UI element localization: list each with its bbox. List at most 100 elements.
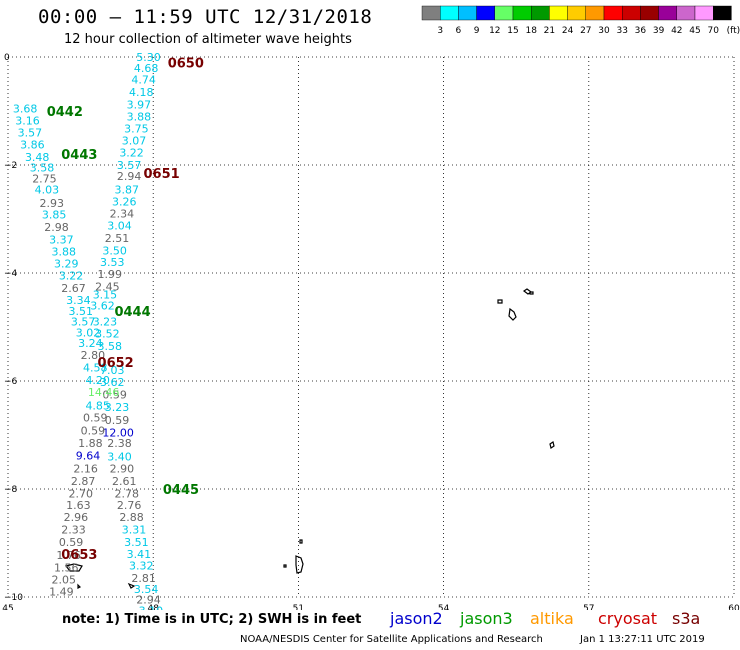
credit-line: NOAA/NESDIS Center for Satellite Applica… (240, 634, 543, 645)
wave-height-label: 0.59 (81, 425, 106, 438)
legend-tick: 70 (707, 26, 719, 36)
legend-tick: 45 (689, 26, 700, 36)
wave-height-map: 45 48 51 54 57 60 0 −2 −4 −6 −8 −10 5.304.684.744.18… (2, 51, 740, 610)
wave-height-label: 3.75 (124, 122, 149, 135)
wave-height-label: 3.51 (124, 536, 149, 549)
wave-height-label: 2.78 (114, 487, 139, 500)
wave-height-label: 3.07 (122, 135, 146, 148)
orbit-pass-label: 0650 (168, 56, 204, 71)
wave-height-label: 0.59 (59, 536, 84, 549)
wave-height-label: 2.16 (73, 462, 98, 475)
satellite-name-jason2: jason2 (390, 609, 443, 628)
wave-height-label: 2.67 (61, 282, 86, 295)
wave-height-label: 3.15 (93, 289, 118, 302)
island-outline (522, 288, 534, 295)
wave-height-label: 3.34 (66, 294, 91, 307)
wave-height-label: 2.38 (107, 437, 132, 450)
wave-height-label: 3.88 (127, 110, 152, 123)
wave-height-label: 3.57 (71, 316, 96, 329)
legend-tick: 9 (474, 26, 480, 36)
wave-height-label: 0.59 (83, 412, 108, 425)
legend-tick: 6 (456, 26, 462, 36)
orbit-pass-label: 0653 (61, 548, 97, 563)
orbit-pass-label: 0442 (47, 105, 83, 120)
wave-height-label: 3.26 (112, 196, 137, 209)
wave-height-label: 3.52 (95, 327, 120, 340)
footer-note: note: 1) Time is in UTC; 2) SWH is in fe… (62, 612, 362, 627)
wave-height-label: 3.40 (107, 451, 132, 464)
satellite-name-cryosat: cryosat (598, 609, 658, 628)
wave-height-label: 3.51 (69, 305, 94, 318)
wave-height-label: 3.50 (102, 244, 127, 257)
island-outline (127, 582, 136, 589)
wave-height-label: 2.75 (32, 173, 57, 186)
y-tick-label: −2 (4, 161, 17, 171)
wave-height-label: 3.97 (127, 99, 152, 112)
wave-height-label: 0.59 (102, 389, 127, 402)
legend-tick: 27 (580, 26, 591, 36)
y-tick-label: −4 (4, 269, 18, 279)
legend-tick: 39 (653, 26, 665, 36)
satellite-name-s3a: s3a (672, 609, 701, 628)
wave-height-label: 3.62 (90, 299, 115, 312)
wave-height-label: 1.76 (56, 549, 81, 562)
wave-height-label: 2.76 (117, 499, 141, 512)
color-legend: 3 6 9 12 15 18 21 24 27 30 33 36 39 42 45 70 (ft) (421, 5, 740, 36)
orbit-pass-label: 0651 (144, 167, 180, 182)
wave-height-label: 4.18 (129, 86, 154, 99)
island-outline (77, 583, 82, 589)
satellite-name-altika: altika (530, 609, 574, 628)
wave-height-label: 3.53 (100, 256, 125, 269)
wave-height-label: 3.22 (59, 270, 84, 283)
legend-tick: 3 (437, 26, 443, 36)
wave-height-label: 2.33 (61, 524, 86, 537)
wave-height-label: 2.94 (117, 170, 141, 183)
legend-swatch (713, 5, 732, 21)
wave-height-label: 2.80 (81, 349, 106, 362)
wave-height-label: 3.88 (52, 245, 76, 258)
legend-tick: 18 (525, 26, 537, 36)
wave-height-label: 2.88 (119, 511, 144, 524)
wave-height-label: 3.87 (114, 183, 139, 196)
wave-height-label: 2.94 (136, 594, 161, 607)
wave-height-label: 3.57 (117, 159, 141, 172)
wave-height-label: 4.03 (35, 183, 60, 196)
wave-height-label: 0.59 (105, 414, 130, 427)
x-tick-label: 60 (728, 604, 740, 610)
wave-height-label: 3.23 (93, 316, 118, 329)
satellite-name-jason3: jason3 (460, 609, 513, 628)
wave-height-label: 4.58 (83, 362, 108, 375)
wave-height-label: 2.51 (105, 232, 130, 245)
x-tick-label: 51 (293, 604, 304, 610)
wave-height-label: 7.03 (100, 364, 125, 377)
wave-height-label: 1.88 (78, 437, 103, 450)
wave-height-label: 3.68 (13, 102, 38, 115)
wave-height-label: 2.87 (71, 475, 96, 488)
wave-height-label: 4.74 (131, 74, 156, 87)
map-title: 00:00 – 11:59 UTC 12/31/2018 (38, 6, 373, 28)
wave-height-label: 3.16 (15, 115, 40, 128)
orbit-pass-label: 0444 (114, 305, 150, 320)
wave-height-label: 2.45 (95, 281, 120, 294)
wave-height-label: 1.49 (49, 586, 74, 599)
wave-height-label: 2.98 (44, 221, 69, 234)
wave-height-label: 2.93 (39, 197, 64, 210)
wave-height-label: 4.68 (134, 62, 159, 75)
legend-tick: 24 (562, 26, 574, 36)
island-outline (64, 563, 83, 572)
y-tick-label: −8 (4, 485, 18, 495)
wave-height-label: 2.90 (110, 462, 135, 475)
wave-height-label: 3.04 (107, 219, 132, 232)
wave-height-label: 3.86 (20, 138, 44, 151)
generated-timestamp: Jan 1 13:27:11 UTC 2019 (580, 634, 705, 645)
island-outline (497, 299, 503, 304)
wave-height-label: 3.57 (18, 127, 43, 140)
legend-tick: 12 (489, 26, 500, 36)
map-subtitle: 12 hour collection of altimeter wave hei… (64, 32, 352, 47)
x-tick-label: 48 (147, 604, 159, 610)
wave-height-label: 9.64 (76, 450, 101, 463)
wave-height-label: 1.63 (66, 499, 91, 512)
wave-height-label: 3.29 (54, 257, 78, 270)
wave-height-label: 3.58 (30, 162, 54, 175)
wave-height-label: 3.54 (134, 583, 159, 596)
